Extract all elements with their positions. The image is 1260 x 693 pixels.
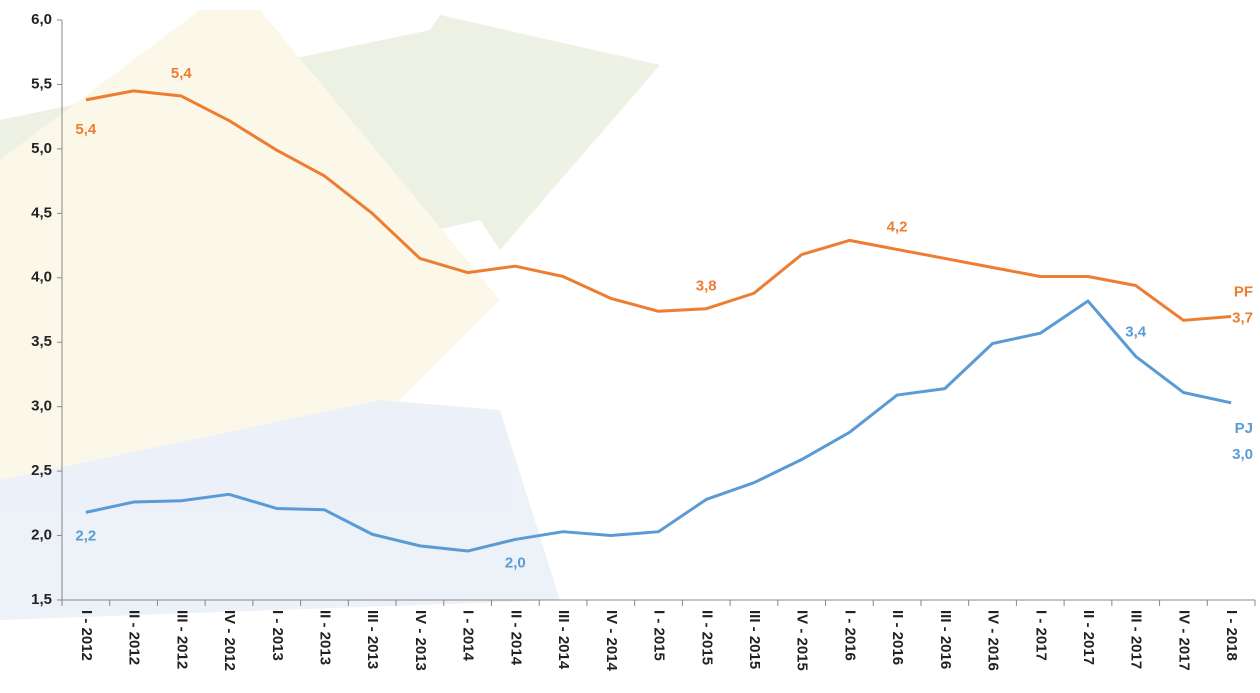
data-label: 2,2 [75,527,96,544]
x-tick-label: III - 2013 [364,610,381,669]
x-tick-label: III - 2014 [555,610,572,670]
x-tick-label: I - 2015 [651,610,668,661]
x-tick-label: I - 2012 [78,610,95,661]
x-tick-label: II - 2012 [126,610,143,665]
x-tick-label: III - 2015 [746,610,763,669]
x-tick-label: III - 2017 [1128,610,1145,669]
x-tick-label: IV - 2014 [603,610,620,672]
x-tick-label: I - 2016 [841,610,858,661]
x-tick-label: IV - 2015 [794,610,811,671]
x-tick-label: IV - 2013 [412,610,429,671]
data-label: 3,4 [1125,323,1147,340]
data-label: 3,0 [1232,446,1253,463]
data-label: 3,7 [1232,309,1253,326]
data-label: 2,0 [505,554,526,571]
y-tick-label: 3,0 [31,398,52,415]
y-tick-label: 1,5 [31,591,52,608]
series-line [85,89,1232,322]
x-tick-label: III - 2012 [173,610,190,669]
series-name: PJ [1235,420,1253,437]
x-tick-label: I - 2014 [460,610,477,662]
y-tick-label: 2,5 [31,462,52,479]
x-tick-label: II - 2017 [1080,610,1097,665]
x-tick-label: I - 2017 [1032,610,1049,661]
background-arrows [0,10,660,620]
series-name: PF [1234,283,1253,300]
x-tick-label: IV - 2012 [221,610,238,671]
data-label: 5,4 [171,65,193,82]
data-label: 5,4 [75,121,97,138]
y-tick-label: 5,5 [31,75,52,92]
x-tick-label: II - 2013 [316,610,333,665]
data-label: 3,8 [696,278,717,295]
y-tick-label: 3,5 [31,333,52,350]
y-tick-label: 4,5 [31,204,52,221]
x-tick-label: IV - 2017 [1175,610,1192,671]
series-line [85,299,1232,553]
x-tick-label: IV - 2016 [985,610,1002,671]
y-tick-label: 5,0 [31,140,52,157]
y-tick-label: 6,0 [31,11,52,28]
x-tick-label: II - 2014 [507,610,524,666]
x-tick-label: II - 2015 [698,610,715,665]
data-label: 4,2 [887,218,908,235]
y-tick-label: 4,0 [31,269,52,286]
x-tick-label: III - 2016 [937,610,954,669]
x-tick-label: I - 2018 [1223,610,1240,661]
x-tick-label: I - 2013 [269,610,286,661]
y-tick-label: 2,0 [31,527,52,544]
x-tick-label: II - 2016 [889,610,906,665]
